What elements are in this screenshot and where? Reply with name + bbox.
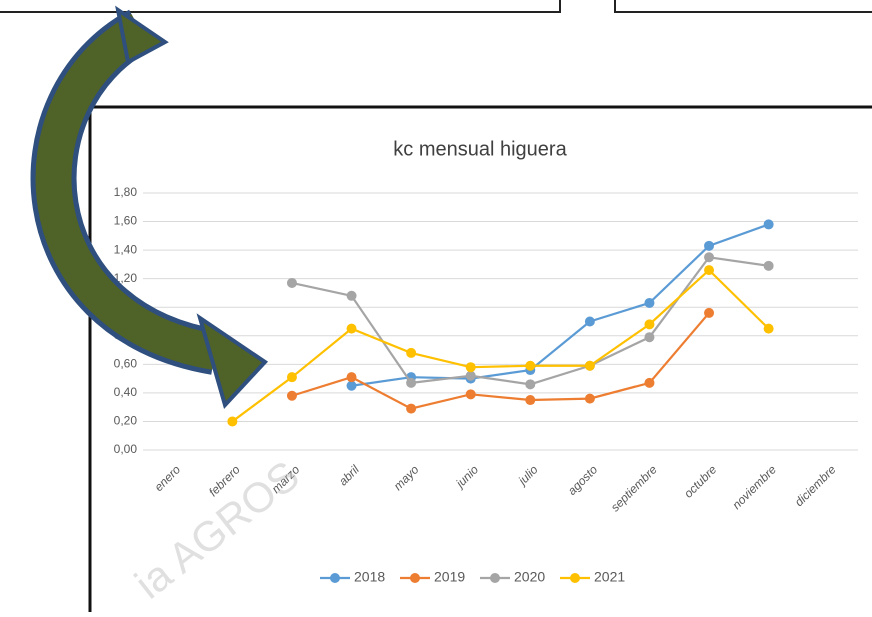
y-tick-label: 0,20 [114, 414, 138, 428]
data-point [406, 347, 417, 358]
data-point [644, 332, 655, 343]
data-point [525, 395, 536, 406]
y-tick-label: 0,00 [114, 442, 138, 456]
legend-label: 2018 [354, 569, 385, 585]
y-tick-label: 0,60 [114, 357, 138, 371]
data-point [286, 277, 297, 288]
data-point [227, 416, 238, 427]
data-point [346, 372, 357, 383]
arrow [30, 5, 269, 409]
legend-swatch [490, 573, 500, 583]
legend-swatch [330, 573, 340, 583]
y-tick-label: 0,40 [114, 385, 138, 399]
data-point [704, 307, 715, 318]
data-point [286, 390, 297, 401]
data-point [644, 297, 655, 308]
data-point [763, 260, 774, 271]
frame-edge [0, 0, 561, 13]
data-point [346, 380, 357, 391]
data-point [704, 240, 715, 251]
data-point [346, 290, 357, 301]
data-point [644, 377, 655, 388]
data-point [763, 219, 774, 230]
series-line [291, 312, 710, 410]
data-point [465, 370, 476, 381]
y-tick-label: 1,20 [114, 271, 138, 285]
frame-edge [614, 0, 872, 13]
legend-label: 2019 [434, 569, 465, 585]
legend-swatch [410, 573, 420, 583]
legend-swatch [570, 573, 580, 583]
data-point [346, 323, 357, 334]
data-point [406, 403, 417, 414]
data-point [465, 362, 476, 373]
y-tick-label: 1,80 [114, 185, 138, 199]
y-tick-label: 1,60 [114, 214, 138, 228]
data-point [406, 377, 417, 388]
series-line [231, 268, 770, 423]
legend-label: 2020 [514, 569, 545, 585]
data-point [465, 389, 476, 400]
data-point [525, 379, 536, 390]
y-tick-label: 1,40 [114, 242, 138, 256]
data-point [584, 360, 595, 371]
legend-label: 2021 [594, 569, 625, 585]
data-point [763, 323, 774, 334]
series-line [351, 223, 769, 387]
data-point [286, 372, 297, 383]
data-point [704, 252, 715, 263]
data-point [644, 319, 655, 330]
data-point [584, 316, 595, 327]
chart-title: kc mensual higuera [393, 138, 567, 160]
data-point [584, 393, 595, 404]
data-point [704, 265, 715, 276]
data-point [525, 360, 536, 371]
